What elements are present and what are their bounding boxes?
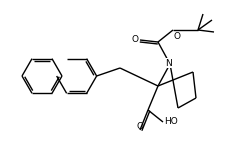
Text: HO: HO — [164, 118, 178, 127]
Text: O: O — [136, 122, 143, 131]
Text: N: N — [164, 58, 172, 67]
Text: O: O — [174, 32, 181, 41]
Text: O: O — [132, 36, 139, 45]
